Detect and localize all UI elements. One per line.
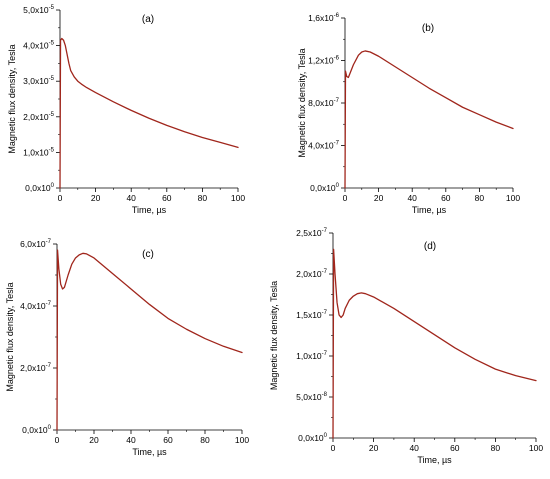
x-tick-label: 60: [162, 193, 172, 203]
panel-label: (a): [142, 14, 154, 25]
series-line: [59, 37, 239, 189]
y-tick-label: 0,0x100: [25, 183, 55, 193]
y-tick-label: 1,5x10-7: [296, 310, 328, 320]
x-tick-label: 60: [163, 435, 173, 445]
x-tick-label: 20: [374, 193, 384, 203]
y-axis-label: Magnetic flux density, Tesla: [297, 48, 307, 157]
y-tick-label: 0,0x100: [22, 425, 52, 435]
x-tick-label: 0: [58, 193, 63, 203]
y-tick-label: 3,0x10-5: [23, 76, 55, 86]
x-tick-label: 40: [407, 193, 417, 203]
x-axis-label: Time, µs: [412, 205, 447, 215]
y-tick-label: 2,0x10-7: [296, 269, 328, 279]
y-tick-label: 0,0x100: [298, 433, 328, 443]
x-tick-label: 60: [450, 443, 460, 453]
x-tick-label: 80: [475, 193, 485, 203]
y-tick-label: 2,0x10-5: [23, 112, 55, 122]
x-tick-label: 80: [491, 443, 501, 453]
panel-label: (b): [422, 23, 434, 34]
y-tick-label: 5,0x10-5: [23, 5, 55, 15]
y-tick-label: 1,0x10-5: [23, 147, 55, 157]
x-tick-label: 100: [529, 443, 543, 453]
y-tick-label: 5,0x10-8: [296, 392, 328, 402]
y-tick-label: 2,0x10-7: [20, 363, 52, 373]
series-line: [56, 249, 243, 431]
panel-label: (d): [424, 241, 436, 252]
y-tick-label: 1,2x10-6: [308, 56, 340, 66]
x-tick-label: 100: [506, 193, 520, 203]
y-tick-label: 0,0x100: [310, 183, 340, 193]
x-tick-label: 100: [235, 435, 249, 445]
x-tick-label: 0: [331, 443, 336, 453]
chart-panel-c: 0 20 40 60 80 100 0,0x100 2,0x10-7 4,0x10-7 6,0x1…: [5, 239, 249, 457]
chart-panel-b: 0 20 40 60 80 100 0,0x100 4,0x10-7 8,0x10-7 1,2x1…: [297, 13, 520, 215]
panel-label: (c): [142, 249, 154, 260]
x-tick-label: 80: [198, 193, 208, 203]
x-tick-label: 20: [369, 443, 379, 453]
y-axis-label: Magnetic flux density, Tesla: [5, 282, 15, 391]
chart-panel-d: 0 20 40 60 80 100 0,0x100 5,0x10-8 1,0x10-7 1,5x1…: [269, 228, 543, 465]
y-tick-label: 2,5x10-7: [296, 228, 328, 238]
x-tick-label: 40: [126, 435, 136, 445]
x-axis-label: Time, µs: [417, 455, 452, 465]
x-tick-label: 0: [55, 435, 60, 445]
y-tick-label: 8,0x10-7: [308, 98, 340, 108]
x-tick-label: 20: [89, 435, 99, 445]
x-tick-label: 40: [409, 443, 419, 453]
y-axis-label: Magnetic flux density, Tesla: [7, 44, 17, 153]
x-tick-label: 100: [231, 193, 245, 203]
series-line: [344, 50, 514, 189]
x-tick-label: 80: [200, 435, 210, 445]
y-tick-label: 4,0x10-5: [23, 41, 55, 51]
x-tick-label: 60: [441, 193, 451, 203]
x-axis-label: Time, µs: [132, 205, 167, 215]
y-tick-label: 1,6x10-6: [308, 13, 340, 23]
x-tick-label: 0: [343, 193, 348, 203]
y-axis-label: Magnetic flux density, Tesla: [269, 281, 279, 390]
x-tick-label: 20: [91, 193, 101, 203]
y-tick-label: 4,0x10-7: [308, 141, 340, 151]
y-tick-label: 6,0x10-7: [20, 239, 52, 249]
x-axis-label: Time, µs: [132, 447, 167, 457]
x-tick-label: 40: [126, 193, 136, 203]
series-line: [332, 248, 537, 439]
chart-panel-a: 0 20 40 60 80 100 0,0x100 1,0x10-5 2,0x10-5 3,0x1…: [7, 5, 245, 215]
y-tick-label: 1,0x10-7: [296, 351, 328, 361]
y-tick-label: 4,0x10-7: [20, 301, 52, 311]
